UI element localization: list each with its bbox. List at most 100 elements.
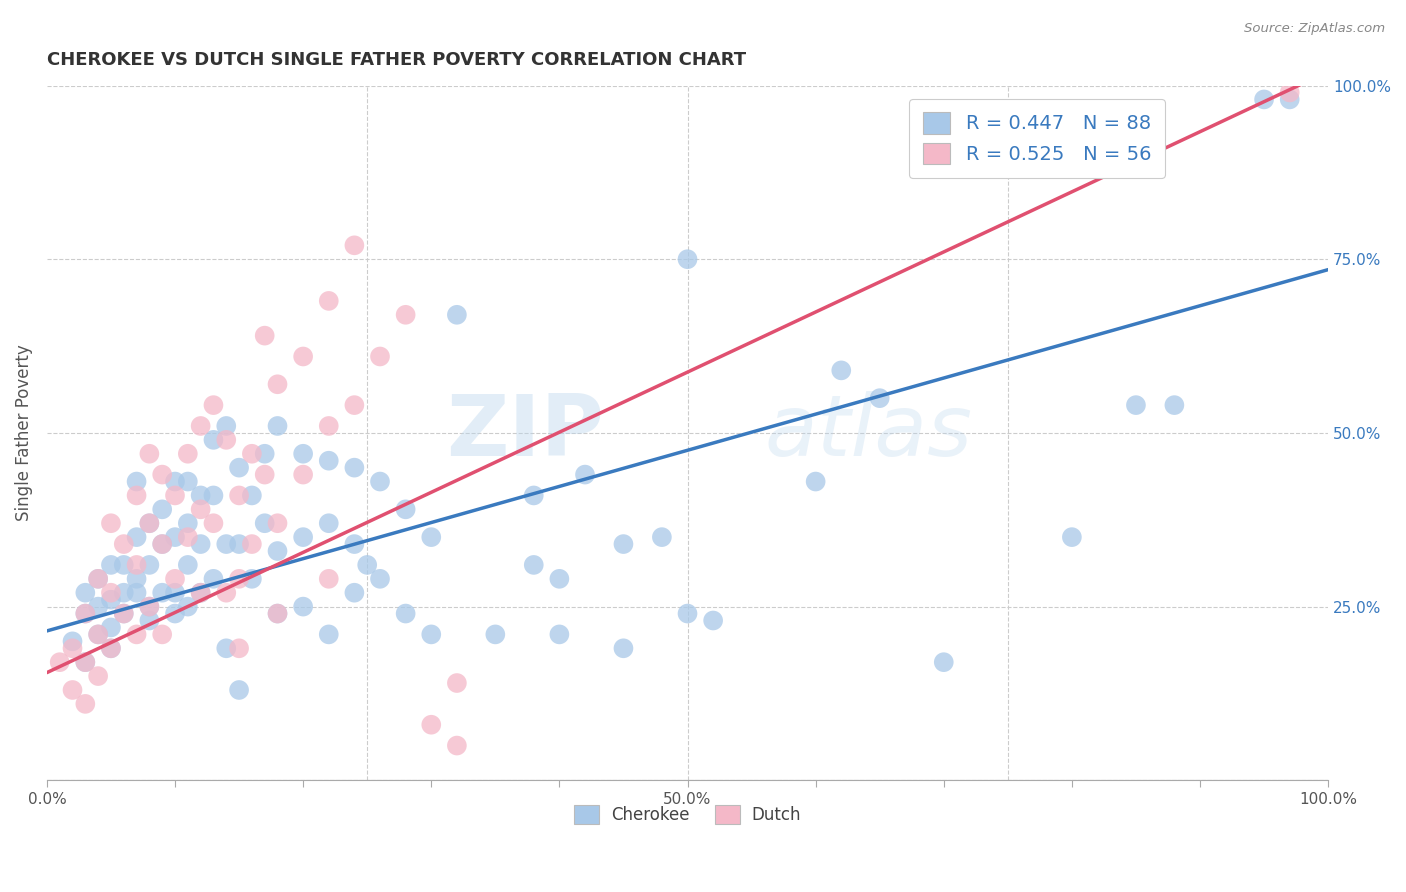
Point <box>112 537 135 551</box>
Point <box>190 419 212 434</box>
Point <box>830 363 852 377</box>
Point <box>138 516 160 531</box>
Point <box>266 377 288 392</box>
Point <box>202 516 225 531</box>
Point <box>100 641 122 656</box>
Y-axis label: Single Father Poverty: Single Father Poverty <box>15 344 32 521</box>
Point <box>318 572 340 586</box>
Point <box>202 433 225 447</box>
Point <box>75 585 97 599</box>
Point <box>318 516 340 531</box>
Point <box>150 502 173 516</box>
Point <box>343 537 366 551</box>
Point <box>343 585 366 599</box>
Point <box>266 419 288 434</box>
Point <box>177 516 200 531</box>
Point <box>932 655 955 669</box>
Point <box>612 641 634 656</box>
Point <box>215 585 238 599</box>
Point <box>523 558 546 572</box>
Point <box>125 572 148 586</box>
Point <box>177 530 200 544</box>
Point <box>125 475 148 489</box>
Point <box>202 488 225 502</box>
Point <box>150 467 173 482</box>
Point <box>190 502 212 516</box>
Point <box>240 488 263 502</box>
Point <box>150 585 173 599</box>
Text: atlas: atlas <box>765 392 973 475</box>
Point <box>240 537 263 551</box>
Point <box>138 599 160 614</box>
Point <box>292 599 315 614</box>
Point <box>368 572 391 586</box>
Point <box>266 516 288 531</box>
Point <box>100 641 122 656</box>
Point <box>1163 398 1185 412</box>
Point <box>292 530 315 544</box>
Point <box>266 607 288 621</box>
Point <box>228 537 250 551</box>
Point <box>253 328 276 343</box>
Point <box>368 350 391 364</box>
Point <box>150 537 173 551</box>
Point <box>48 655 70 669</box>
Point <box>215 419 238 434</box>
Point <box>215 641 238 656</box>
Point <box>62 683 84 698</box>
Point <box>190 488 212 502</box>
Point <box>138 516 160 531</box>
Point <box>163 530 186 544</box>
Point <box>228 572 250 586</box>
Point <box>676 252 699 267</box>
Point <box>702 614 724 628</box>
Point <box>318 453 340 467</box>
Point <box>100 585 122 599</box>
Point <box>163 572 186 586</box>
Point <box>75 697 97 711</box>
Point <box>1125 398 1147 412</box>
Point <box>125 585 148 599</box>
Point <box>125 530 148 544</box>
Point <box>253 516 276 531</box>
Text: ZIP: ZIP <box>447 392 605 475</box>
Point <box>215 537 238 551</box>
Point <box>75 655 97 669</box>
Point <box>318 627 340 641</box>
Point <box>318 419 340 434</box>
Point <box>253 447 276 461</box>
Point <box>75 607 97 621</box>
Point <box>100 592 122 607</box>
Point <box>62 634 84 648</box>
Point <box>163 488 186 502</box>
Point <box>87 627 110 641</box>
Point <box>112 558 135 572</box>
Point <box>87 572 110 586</box>
Point <box>1060 530 1083 544</box>
Point <box>1278 92 1301 106</box>
Point <box>253 467 276 482</box>
Point <box>228 683 250 698</box>
Text: Source: ZipAtlas.com: Source: ZipAtlas.com <box>1244 22 1385 36</box>
Point <box>343 238 366 252</box>
Point <box>612 537 634 551</box>
Point <box>395 607 418 621</box>
Point <box>177 447 200 461</box>
Point <box>138 558 160 572</box>
Point <box>228 460 250 475</box>
Point <box>368 475 391 489</box>
Point <box>1253 92 1275 106</box>
Point <box>177 475 200 489</box>
Point <box>446 676 468 690</box>
Point <box>125 627 148 641</box>
Point <box>548 572 571 586</box>
Point <box>100 558 122 572</box>
Point <box>112 607 135 621</box>
Point <box>138 614 160 628</box>
Point <box>446 308 468 322</box>
Point <box>651 530 673 544</box>
Point <box>1278 86 1301 100</box>
Point <box>75 607 97 621</box>
Point <box>292 350 315 364</box>
Point <box>163 475 186 489</box>
